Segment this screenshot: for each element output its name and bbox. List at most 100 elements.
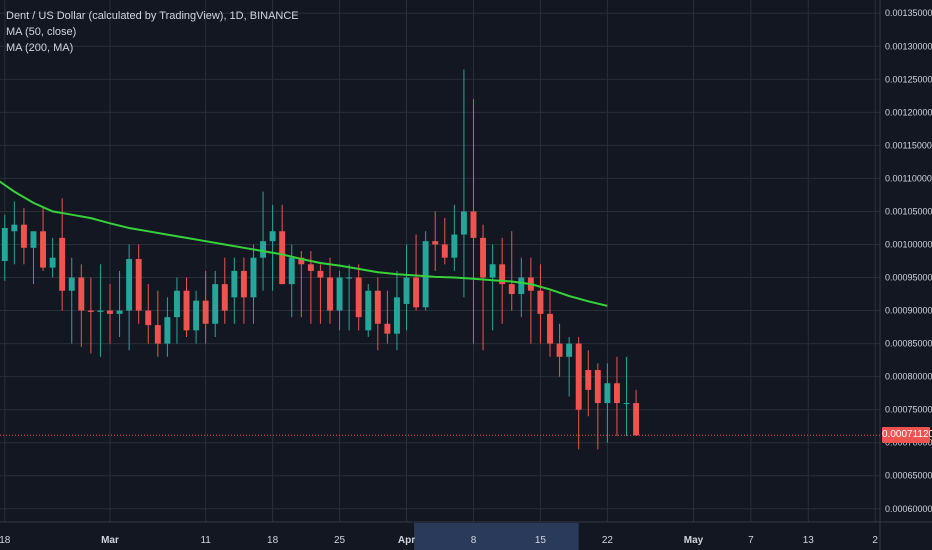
x-tick-label: 11 (200, 535, 211, 546)
candle-body (594, 370, 601, 404)
candle-body (240, 270, 247, 298)
candle-body (1, 227, 8, 261)
candle-body (355, 277, 362, 318)
candle-body (413, 277, 420, 308)
candle-body (403, 277, 410, 304)
candle-body (336, 277, 343, 311)
x-tick-label: Mar (101, 535, 119, 546)
candle-body (59, 237, 66, 291)
x-tick-label: May (684, 535, 704, 546)
y-tick-label: 0.00100000 (885, 239, 932, 249)
x-tick-label: 2 (872, 535, 878, 546)
y-tick-label: 0.00105000 (885, 206, 932, 216)
ma-200-label: MA (200, MA) (6, 42, 74, 54)
y-tick-label: 0.00095000 (885, 273, 932, 283)
candle-body (107, 310, 113, 314)
candle-body (212, 284, 219, 324)
candle-body (575, 343, 582, 410)
candle-body (193, 300, 200, 331)
candle-body (489, 264, 496, 278)
x-tick-label: 7 (748, 535, 754, 546)
candle-body (327, 277, 333, 311)
x-tick-label: Apr (398, 535, 415, 546)
y-tick-label: 0.00115000 (885, 140, 932, 150)
y-tick-label: 0.00085000 (885, 339, 932, 349)
x-tick-label: 18 (0, 535, 11, 546)
candle-body (499, 264, 506, 285)
candle-body (173, 290, 180, 318)
candle-body (384, 323, 391, 334)
candle-body (30, 231, 37, 248)
candle-body (135, 259, 142, 311)
candle-body (279, 231, 286, 285)
x-tick-label: 15 (535, 535, 547, 546)
candle-body (604, 383, 611, 404)
candle-body (451, 234, 458, 258)
x-tick-label: 25 (334, 535, 346, 546)
candle-body (288, 257, 295, 285)
x-tick-label: 13 (803, 535, 815, 546)
candle-body (269, 231, 276, 242)
y-tick-label: 0.00130000 (885, 41, 932, 51)
candle-body (231, 270, 238, 298)
candle-body (116, 310, 123, 314)
candle-body (470, 211, 477, 238)
candle-body (556, 343, 563, 357)
candle-body (78, 277, 85, 311)
candle-body (20, 224, 27, 248)
candle-body (221, 284, 228, 311)
candle-body (164, 317, 171, 344)
last-price-tag: 0.00071120 (882, 427, 932, 444)
candle-body (613, 383, 620, 404)
y-tick-label: 0.00060000 (885, 504, 932, 514)
candle-body (298, 257, 305, 265)
candle-body (68, 277, 75, 291)
time-range-highlight (414, 523, 579, 550)
candle-body (374, 290, 381, 324)
candle-body (508, 284, 515, 295)
y-tick-label: 0.00065000 (885, 471, 932, 481)
y-tick-label: 0.00080000 (885, 372, 932, 382)
y-tick-label: 0.00090000 (885, 306, 932, 316)
candle-body (441, 244, 448, 258)
chart-legend: Dent / US Dollar (calculated by TradingV… (6, 8, 299, 56)
x-tick-label: 18 (267, 535, 279, 546)
ma-line (0, 180, 608, 307)
x-tick-label: 8 (471, 535, 477, 546)
y-tick-label: 0.00120000 (885, 107, 932, 117)
candle-body (11, 224, 18, 232)
candle-body (250, 257, 257, 298)
candle-body (307, 264, 314, 271)
candle-body (202, 300, 209, 324)
candle-body (317, 270, 324, 278)
symbol-title: Dent / US Dollar (calculated by TradingV… (6, 10, 299, 22)
candle-body (346, 277, 353, 279)
candle-body (260, 241, 267, 258)
candle-body (623, 403, 630, 405)
y-tick-label: 0.00110000 (885, 173, 932, 183)
candle-body (154, 325, 161, 344)
candle-body (40, 231, 47, 268)
candle-body (365, 290, 372, 331)
x-tick-label: 22 (602, 535, 614, 546)
candle-body (432, 241, 439, 245)
candle-body (87, 310, 94, 312)
y-tick-label: 0.00125000 (885, 74, 932, 84)
candle-body (393, 297, 400, 334)
candle-body (566, 343, 573, 357)
candle-body (49, 257, 56, 268)
candle-body (537, 290, 544, 314)
candle-body (633, 403, 640, 436)
candle-body (585, 370, 592, 390)
ma-50-label: MA (50, close) (6, 26, 77, 38)
candle-body (547, 313, 553, 344)
candle-body (183, 290, 190, 331)
y-tick-label: 0.00075000 (885, 405, 932, 415)
candle-body (460, 211, 467, 235)
candle-body (126, 259, 133, 311)
candle-body (422, 241, 429, 308)
candle-body (480, 237, 487, 278)
candle-body (145, 310, 152, 326)
